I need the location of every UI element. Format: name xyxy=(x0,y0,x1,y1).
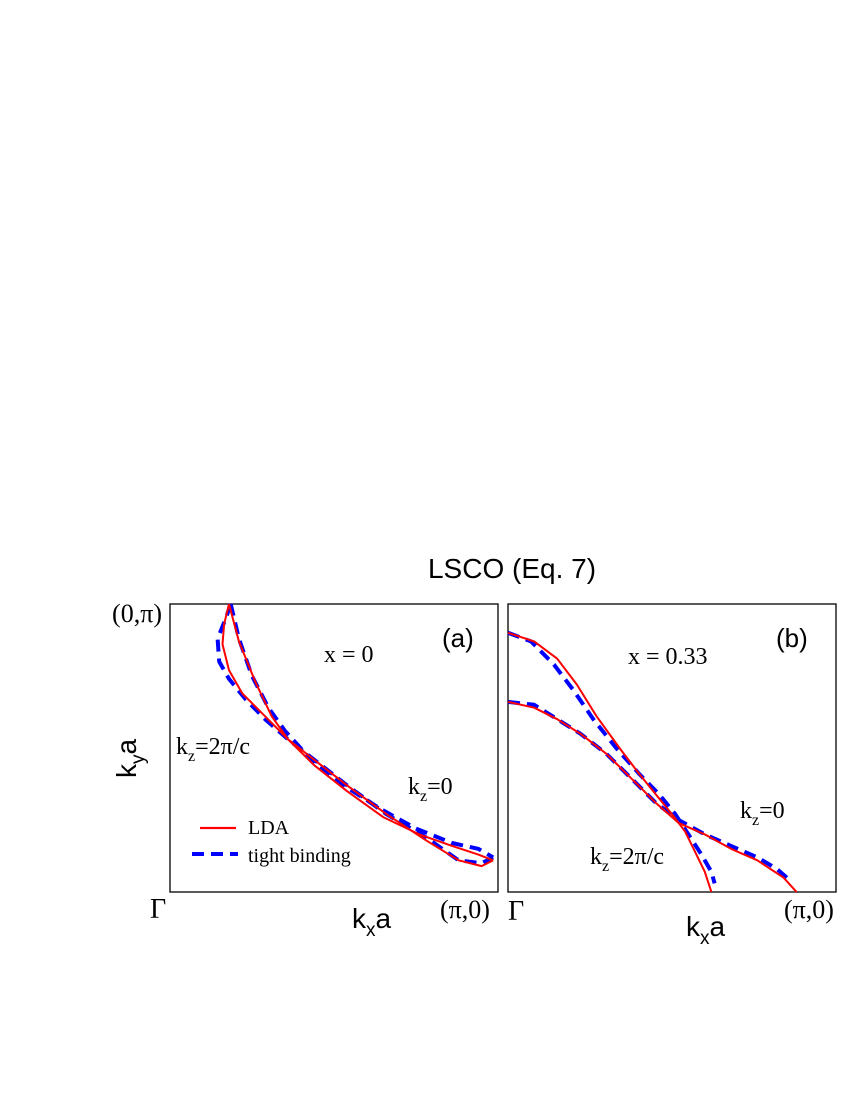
ylabel-sub: y xyxy=(128,754,149,764)
ylabel-tail: a xyxy=(111,739,142,755)
kz0-sub: z xyxy=(752,812,759,829)
kz0-tail: =0 xyxy=(759,798,785,824)
xlabel-tail: a xyxy=(710,911,726,942)
kz2-main: k xyxy=(590,844,602,870)
legend-lda-label: LDA xyxy=(248,817,290,839)
lda-kz0-curve xyxy=(221,603,494,868)
tight-binding-kz0-curve xyxy=(215,603,495,866)
panel-b-frame xyxy=(507,603,837,893)
kz0-sub: z xyxy=(420,788,427,805)
chart-title: LSCO (Eq. 7) xyxy=(428,553,596,584)
kz2-sub: z xyxy=(602,858,609,875)
panel-b-label: (b) xyxy=(776,623,808,653)
panel-b-kz2-label: kz=2π/c xyxy=(590,844,664,875)
y-corner-label: (0,π) xyxy=(112,599,162,628)
panel-b-plot xyxy=(507,630,798,893)
panel-a-kz2-label: kz=2π/c xyxy=(176,734,250,765)
x-axis-title-a: kxa xyxy=(352,903,392,941)
xlabel-sub: x xyxy=(700,928,710,949)
panel-a-kz0-label: kz=0 xyxy=(408,774,453,805)
kz0-main: k xyxy=(740,798,752,824)
x-corner-label-a: (π,0) xyxy=(440,895,490,924)
panel-b-doping: x = 0.33 xyxy=(628,644,708,670)
xlabel-main: k xyxy=(686,911,701,942)
kz2-tail: =2π/c xyxy=(609,844,664,870)
xlabel-sub: x xyxy=(366,920,376,941)
panel-a-plot xyxy=(215,603,495,868)
y-axis-title: kya xyxy=(111,739,149,779)
gamma-label-a: Γ xyxy=(150,894,166,925)
kz2-sub: z xyxy=(188,748,195,765)
panel-b-kz0-label: kz=0 xyxy=(740,798,785,829)
kz0-main: k xyxy=(408,774,420,800)
lda-kz0-curve xyxy=(507,700,798,893)
xlabel-main: k xyxy=(352,903,367,934)
panel-a-doping: x = 0 xyxy=(324,642,374,668)
panel-a-frame xyxy=(169,603,499,893)
x-corner-label-b: (π,0) xyxy=(784,895,834,924)
lda-kz2pi-curve xyxy=(507,631,713,893)
kz0-tail: =0 xyxy=(427,774,453,800)
legend-tight-binding-label: tight binding xyxy=(248,845,351,867)
panel-a-label: (a) xyxy=(442,623,474,653)
lda-kz2pi-curve xyxy=(228,603,494,862)
kz2-tail: =2π/c xyxy=(195,734,250,760)
gamma-label-b: Γ xyxy=(508,896,524,927)
kz2-main: k xyxy=(176,734,188,760)
xlabel-tail: a xyxy=(376,903,392,934)
x-axis-title-b: kxa xyxy=(686,911,726,949)
ylabel-main: k xyxy=(111,763,142,778)
